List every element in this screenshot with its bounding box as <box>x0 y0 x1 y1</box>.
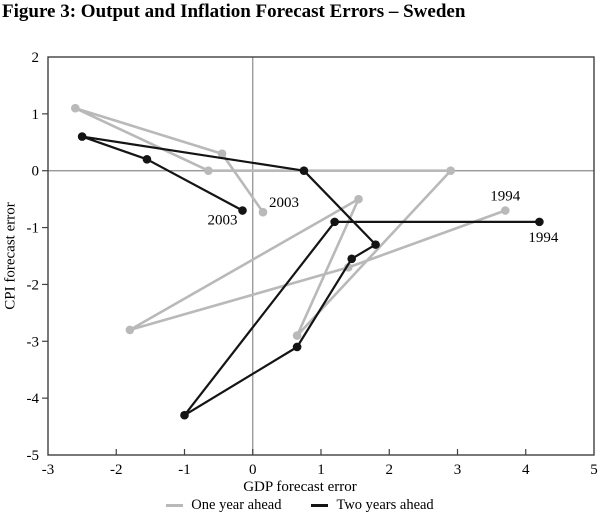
y-tick-label: -4 <box>27 391 40 407</box>
year-annotation-2003: 2003 <box>269 195 299 211</box>
data-point-one-year-ahead <box>500 206 510 215</box>
x-tick-label: 3 <box>454 462 462 478</box>
data-point-one-year-ahead <box>292 331 302 340</box>
y-tick-label: 1 <box>32 107 40 123</box>
x-tick-label: 2 <box>386 462 394 478</box>
plot-border <box>47 56 595 456</box>
year-annotation-1994: 1994 <box>528 230 559 246</box>
data-point-one-year-ahead <box>354 194 363 204</box>
legend-item-two-years: Two years ahead <box>311 497 434 514</box>
data-point-two-years-ahead <box>371 240 380 249</box>
x-axis-label: GDP forecast error <box>243 479 357 495</box>
data-point-one-year-ahead <box>204 166 213 176</box>
series-path-two-years-ahead <box>80 135 540 417</box>
data-point-two-years-ahead <box>347 254 357 264</box>
data-point-two-years-ahead <box>299 166 309 176</box>
data-point-two-years-ahead <box>330 217 339 227</box>
chart-legend: One year ahead Two years ahead <box>0 497 600 514</box>
data-point-two-years-ahead <box>535 217 544 227</box>
data-point-two-years-ahead <box>77 132 87 141</box>
data-point-two-years-ahead <box>180 410 189 420</box>
figure-title: Figure 3: Output and Inflation Forecast … <box>2 1 466 22</box>
data-point-one-year-ahead <box>446 166 455 176</box>
year-annotation-1994: 1994 <box>490 189 521 205</box>
data-point-one-year-ahead <box>71 103 80 113</box>
y-tick-label: -5 <box>27 448 40 464</box>
y-tick-label: -1 <box>27 221 40 237</box>
x-tick-label: 4 <box>522 462 530 478</box>
x-tick-label: -2 <box>110 462 123 478</box>
x-tick-label: 5 <box>590 462 598 478</box>
legend-item-one-year: One year ahead <box>166 497 281 514</box>
y-tick-label: 0 <box>32 164 40 180</box>
y-tick-label: -3 <box>27 334 40 350</box>
x-tick-label: -3 <box>42 462 55 478</box>
data-point-one-year-ahead <box>125 325 135 335</box>
y-tick-label: -2 <box>27 277 40 293</box>
data-point-two-years-ahead <box>238 206 247 215</box>
one-year-ahead-line-swatch <box>166 504 184 507</box>
legend-label: One year ahead <box>191 497 282 513</box>
data-point-two-years-ahead <box>292 342 302 352</box>
x-tick-label: 1 <box>317 462 325 478</box>
x-tick-label: 0 <box>249 462 257 478</box>
two-years-ahead-line-swatch <box>311 504 329 507</box>
year-annotation-2003: 2003 <box>208 213 238 229</box>
y-axis-label: CPI forecast error <box>2 202 19 310</box>
data-point-one-year-ahead <box>258 207 268 217</box>
series-path-one-year-ahead <box>74 106 506 337</box>
data-point-two-years-ahead <box>142 155 152 164</box>
x-tick-label: -1 <box>178 462 191 478</box>
legend-label: Two years ahead <box>336 497 434 513</box>
y-tick-label: 2 <box>32 50 40 66</box>
data-point-one-year-ahead <box>217 149 227 158</box>
